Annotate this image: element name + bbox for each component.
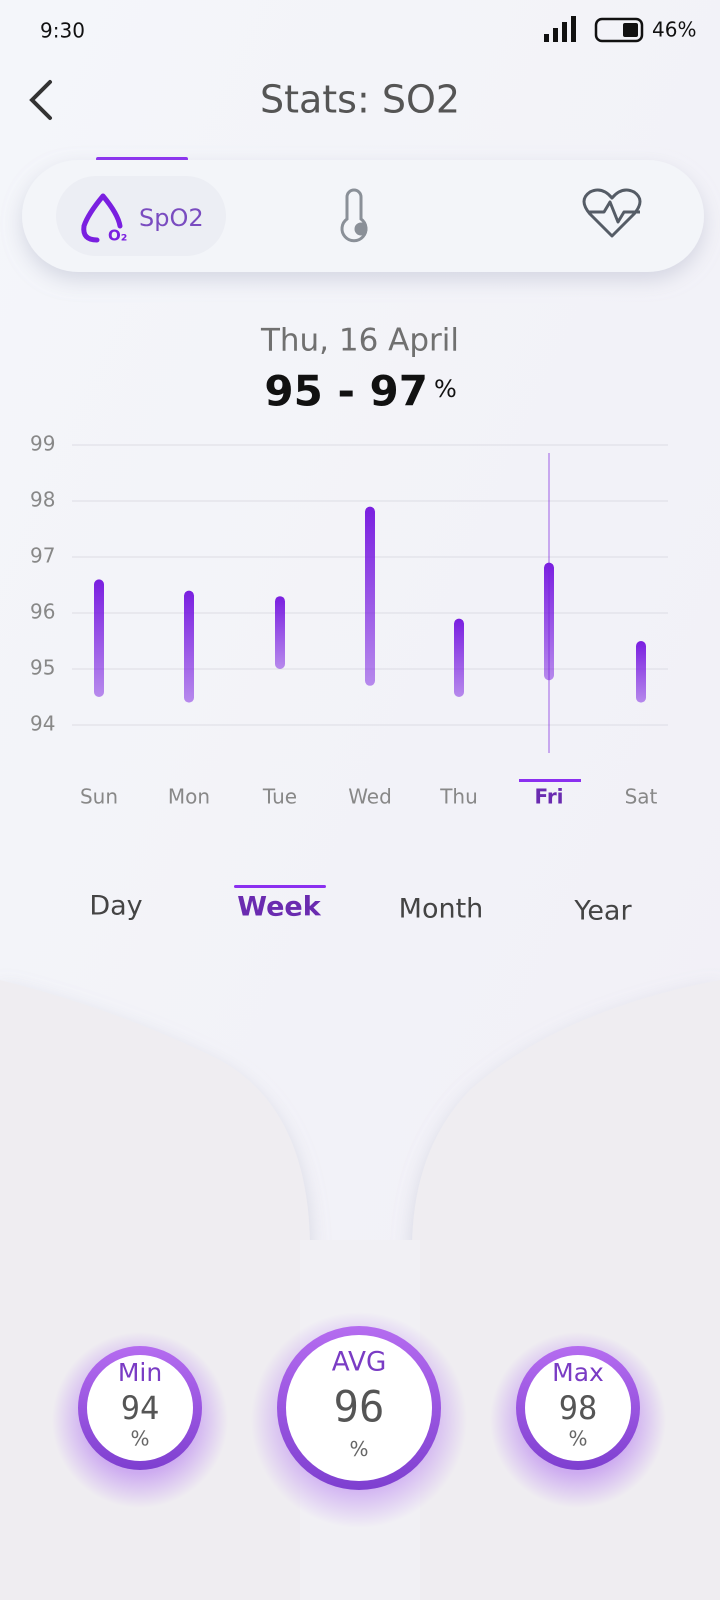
range-bar: [454, 618, 464, 697]
y-tick-label: 99: [30, 432, 55, 456]
thermometer-icon[interactable]: [340, 188, 368, 243]
reading-unit: %: [434, 375, 457, 403]
heart-icon[interactable]: [582, 188, 642, 238]
y-tick-label: 95: [30, 656, 55, 680]
signal-icon: [544, 16, 576, 42]
period-tabs: Day Week Month Year: [89, 891, 632, 927]
spo2-icon-sub: O₂: [108, 227, 127, 245]
x-tick-label[interactable]: Mon: [168, 785, 210, 809]
summary-label: Max: [552, 1358, 604, 1387]
y-tick-label: 97: [30, 544, 55, 568]
tab-spo2[interactable]: [56, 176, 226, 256]
chart: 94 95 96 97 98 99 Sun Mon Tue Wed Thu Fri Sat: [30, 432, 668, 809]
x-tick-label[interactable]: Sun: [80, 785, 118, 809]
summary-face: [286, 1335, 432, 1481]
y-tick-label: 96: [30, 600, 55, 624]
range-bar: [544, 562, 554, 681]
summary-face: [87, 1355, 193, 1461]
period-tab[interactable]: Year: [573, 896, 632, 927]
range-bar: [94, 579, 104, 697]
summary-unit: %: [130, 1427, 149, 1451]
status-time: 9:30: [40, 19, 85, 43]
period-tab[interactable]: Month: [399, 894, 484, 925]
spo2-icon: [81, 193, 123, 243]
y-tick-label: 98: [30, 488, 55, 512]
x-tick-label[interactable]: Wed: [348, 785, 392, 809]
period-indicator: [234, 885, 326, 888]
range-bar: [636, 641, 646, 703]
reading-range: 95 - 97: [264, 367, 428, 416]
period-tab[interactable]: Week: [237, 892, 321, 923]
x-tick-label[interactable]: Tue: [262, 785, 297, 809]
period-tab[interactable]: Day: [89, 891, 142, 922]
battery-icon: [594, 17, 644, 43]
range-bar: [275, 596, 285, 669]
back-button[interactable]: [29, 80, 52, 120]
x-tick-label[interactable]: Sat: [625, 785, 658, 809]
summary-value: 94: [121, 1389, 160, 1427]
summary-unit: %: [349, 1437, 368, 1461]
summary-value: 98: [559, 1389, 598, 1427]
summary-value: 96: [334, 1383, 385, 1432]
reading-date: Thu, 16 April: [260, 323, 459, 359]
battery-level: [623, 23, 638, 37]
y-tick-label: 94: [30, 712, 55, 736]
day-indicator: [519, 779, 581, 782]
summary-label: AVG: [332, 1348, 387, 1378]
page-title: Stats: SO2: [260, 78, 460, 122]
range-bar: [365, 506, 375, 686]
x-tick-label[interactable]: Fri: [534, 785, 563, 809]
x-tick-label[interactable]: Thu: [439, 785, 478, 809]
summary-unit: %: [568, 1427, 587, 1451]
battery-text: 46%: [652, 18, 696, 42]
tab-spo2-label[interactable]: SpO2: [139, 204, 204, 232]
range-bar: [184, 590, 194, 703]
summary-label: Min: [118, 1358, 162, 1387]
summary-face: [525, 1355, 631, 1461]
